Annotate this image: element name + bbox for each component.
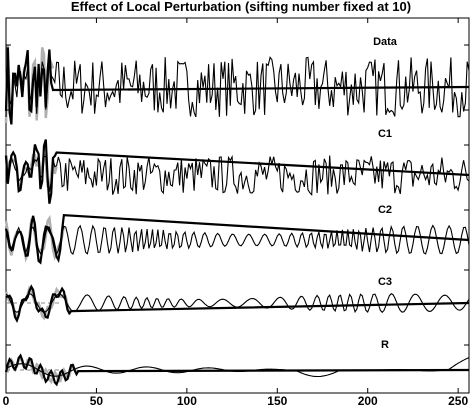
x-axis: 0 50 100 150 200 250 <box>3 18 469 406</box>
panel-label-c1: C1 <box>378 128 392 140</box>
series-data-perturbed <box>4 47 470 125</box>
series-data-signal <box>5 56 470 118</box>
series-c3-signal <box>5 293 470 314</box>
panel-c2: C2 <box>4 204 470 265</box>
panel-label-c2: C2 <box>378 204 392 216</box>
plot-frame <box>5 17 470 394</box>
x-tick-label-100: 100 <box>177 394 197 406</box>
series-c2-signal <box>5 224 470 256</box>
panels-group: Data C1 C2 C3 R <box>4 36 470 387</box>
x-tick-label-50: 50 <box>90 394 104 406</box>
chart-title: Effect of Local Perturbation (sifting nu… <box>71 0 411 14</box>
panel-r: R <box>4 339 470 387</box>
series-c3-perturbed <box>6 284 470 324</box>
panel-label-data: Data <box>373 36 398 48</box>
panel-c3: C3 <box>4 276 470 324</box>
x-tick-label-200: 200 <box>358 394 378 406</box>
series-c2-perturbed <box>4 213 470 265</box>
x-tick-label-250: 250 <box>448 394 468 406</box>
panel-data: Data <box>4 36 470 125</box>
x-tick-label-150: 150 <box>267 394 287 406</box>
series-c1-signal <box>5 154 470 197</box>
series-r-perturbed <box>4 353 470 387</box>
panel-label-c3: C3 <box>378 276 392 288</box>
panel-label-r: R <box>381 339 389 351</box>
x-tick-label-0: 0 <box>3 394 10 406</box>
series-c1-perturbed <box>4 139 470 204</box>
panel-c1: C1 <box>4 128 470 204</box>
